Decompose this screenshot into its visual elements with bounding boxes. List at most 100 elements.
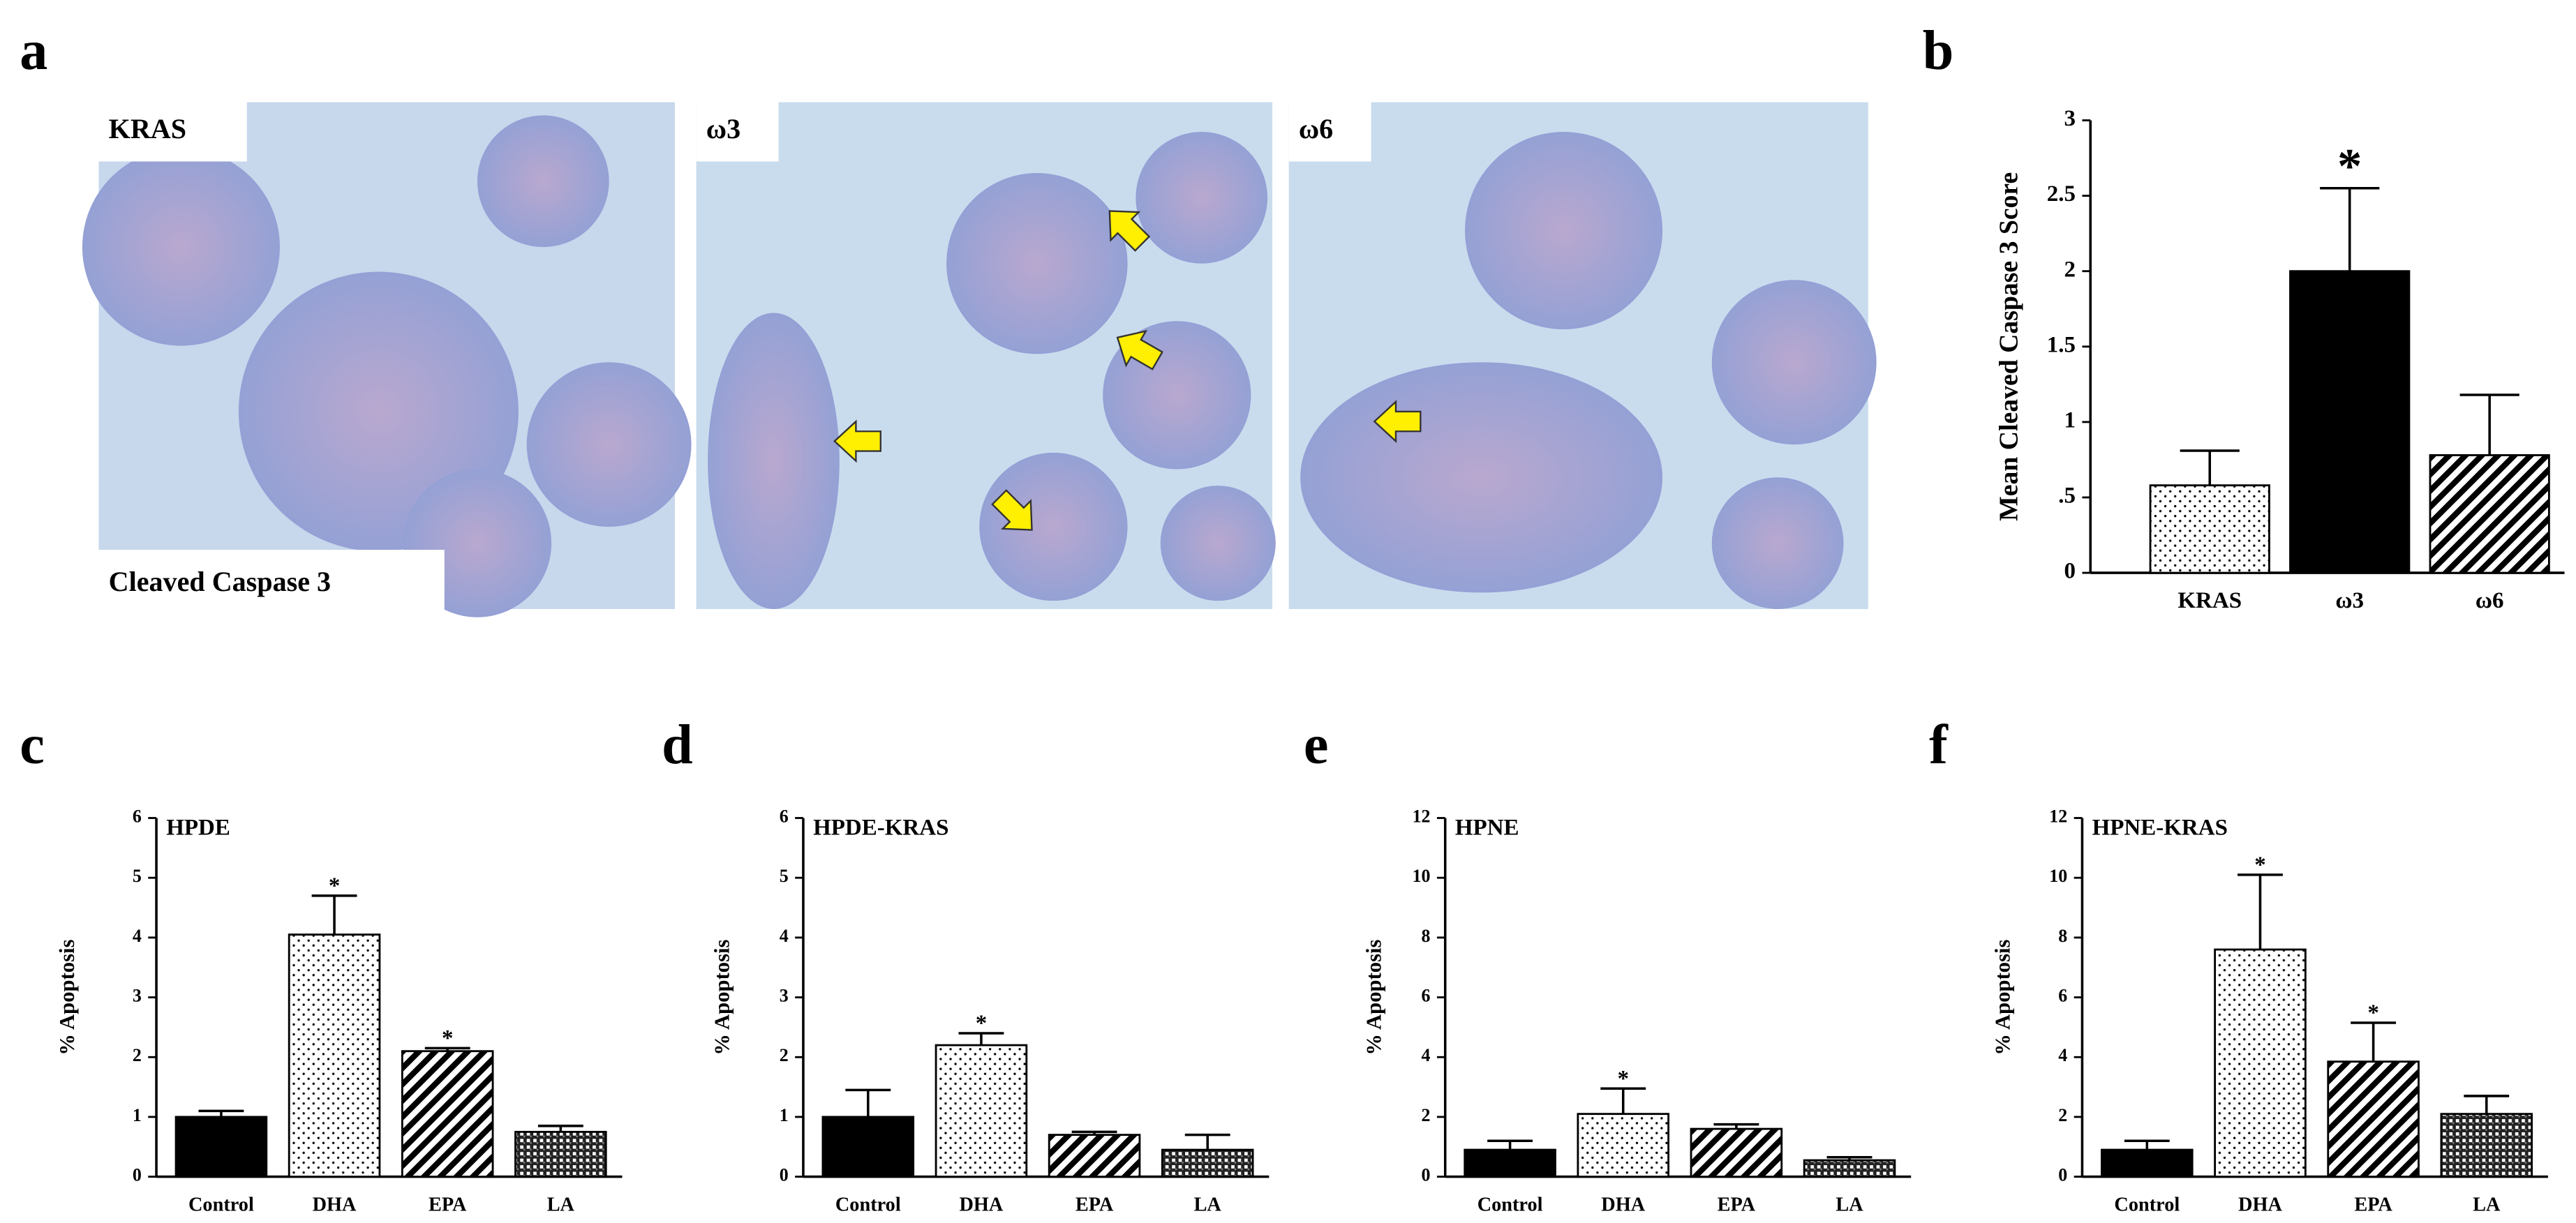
bar: [1803, 1159, 1896, 1178]
x-tick-label: Control: [188, 1194, 254, 1216]
bar: [174, 1116, 268, 1178]
y-tick-label: 10: [1413, 866, 1431, 886]
y-tick-label: 6: [780, 806, 789, 826]
bar: [935, 1044, 1028, 1178]
y-tick-label: 5: [133, 866, 142, 886]
y-tick-label: 1: [133, 1105, 142, 1125]
y-tick-label: 0: [2058, 1165, 2067, 1185]
chart-title: HPNE: [1455, 816, 1519, 841]
y-tick-label: 0: [2064, 559, 2076, 584]
y-tick-label: 3: [2064, 106, 2076, 131]
y-tick-label: 2: [2058, 1105, 2067, 1125]
bar: [2289, 270, 2411, 574]
micrograph: [1288, 102, 1877, 609]
y-tick-label: 6: [2058, 986, 2067, 1006]
y-tick-label: .5: [2058, 483, 2076, 509]
significance: *: [2367, 1000, 2379, 1026]
panel-label: f: [1929, 714, 1949, 776]
significance: *: [976, 1011, 988, 1036]
bar: [2327, 1060, 2420, 1178]
y-tick-label: 1.5: [2047, 332, 2076, 357]
bar: [2429, 454, 2550, 574]
bar: [2101, 1148, 2194, 1178]
y-tick-label: 1: [2064, 407, 2076, 433]
image-label: ω3: [706, 113, 740, 144]
y-tick-label: 12: [1413, 806, 1431, 826]
y-tick-label: 2: [133, 1045, 142, 1065]
x-tick-label: DHA: [959, 1194, 1003, 1216]
bar: [2440, 1113, 2533, 1178]
x-tick-label: DHA: [313, 1194, 357, 1216]
bar: [1464, 1148, 1556, 1178]
y-tick-label: 4: [133, 926, 142, 946]
y-axis-label: % Apoptosis: [1362, 939, 1386, 1055]
y-tick-label: 12: [2049, 806, 2067, 826]
y-tick-label: 4: [2058, 1045, 2067, 1065]
y-tick-label: 2: [1422, 1105, 1431, 1125]
y-axis-label: Mean Cleaved Caspase 3 Score: [1995, 172, 2024, 521]
panel-label: e: [1304, 714, 1329, 776]
y-tick-label: 6: [133, 806, 142, 826]
x-tick-label: Control: [1477, 1194, 1543, 1216]
y-tick-label: 8: [1422, 926, 1431, 946]
x-tick-label: LA: [1194, 1194, 1222, 1216]
y-tick-label: 4: [780, 926, 789, 946]
bar: [2149, 484, 2270, 574]
image-label: ω6: [1299, 113, 1333, 144]
y-tick-label: 2.5: [2047, 181, 2076, 207]
y-tick-label: 3: [133, 986, 142, 1006]
chart-title: HPNE-KRAS: [2092, 816, 2228, 841]
y-tick-label: 5: [780, 866, 789, 886]
significance: *: [329, 873, 341, 899]
bar: [288, 933, 381, 1178]
panel-label: d: [662, 714, 693, 776]
bar: [401, 1050, 494, 1178]
y-axis-label: % Apoptosis: [710, 939, 734, 1055]
y-tick-label: 4: [1422, 1045, 1431, 1065]
micrograph: [696, 102, 1276, 609]
significance: *: [2254, 853, 2266, 878]
x-tick-label: EPA: [429, 1194, 467, 1216]
y-tick-label: 3: [780, 986, 789, 1006]
micrograph: [82, 102, 692, 617]
bar: [514, 1130, 607, 1178]
x-tick-label: LA: [1836, 1194, 1863, 1216]
bar: [2214, 948, 2307, 1178]
x-tick-label: KRAS: [2177, 588, 2242, 613]
x-tick-label: EPA: [2354, 1194, 2392, 1216]
y-tick-label: 2: [2064, 257, 2076, 282]
chart-title: HPDE-KRAS: [813, 816, 948, 841]
y-tick-label: 0: [780, 1165, 789, 1185]
x-tick-label: LA: [547, 1194, 575, 1216]
x-tick-label: Control: [2114, 1194, 2180, 1216]
x-tick-label: Control: [835, 1194, 901, 1216]
significance: *: [2337, 139, 2362, 193]
stain-label: Cleaved Caspase 3: [109, 566, 331, 597]
y-tick-label: 2: [780, 1045, 789, 1065]
chart-title: HPDE: [166, 816, 230, 841]
y-tick-label: 6: [1422, 986, 1431, 1006]
x-tick-label: ω6: [2476, 588, 2504, 613]
panel-label: c: [20, 714, 45, 776]
panel-label: a: [20, 20, 47, 82]
bar: [1577, 1113, 1670, 1178]
y-tick-label: 1: [780, 1105, 789, 1125]
x-tick-label: ω3: [2335, 588, 2364, 613]
x-tick-label: LA: [2473, 1194, 2501, 1216]
significance: *: [1617, 1066, 1629, 1091]
bar: [1690, 1127, 1783, 1178]
y-axis-label: % Apoptosis: [1991, 939, 2015, 1055]
y-tick-label: 0: [1422, 1165, 1431, 1185]
y-axis-label: % Apoptosis: [55, 939, 79, 1055]
y-tick-label: 8: [2058, 926, 2067, 946]
x-tick-label: EPA: [1718, 1194, 1756, 1216]
significance: *: [442, 1026, 453, 1051]
x-tick-label: DHA: [2238, 1194, 2282, 1216]
bar: [1048, 1134, 1141, 1178]
y-tick-label: 10: [2049, 866, 2067, 886]
panel-label: b: [1923, 20, 1954, 82]
image-label: KRAS: [109, 113, 186, 144]
x-tick-label: DHA: [1601, 1194, 1645, 1216]
bar: [1161, 1148, 1254, 1178]
